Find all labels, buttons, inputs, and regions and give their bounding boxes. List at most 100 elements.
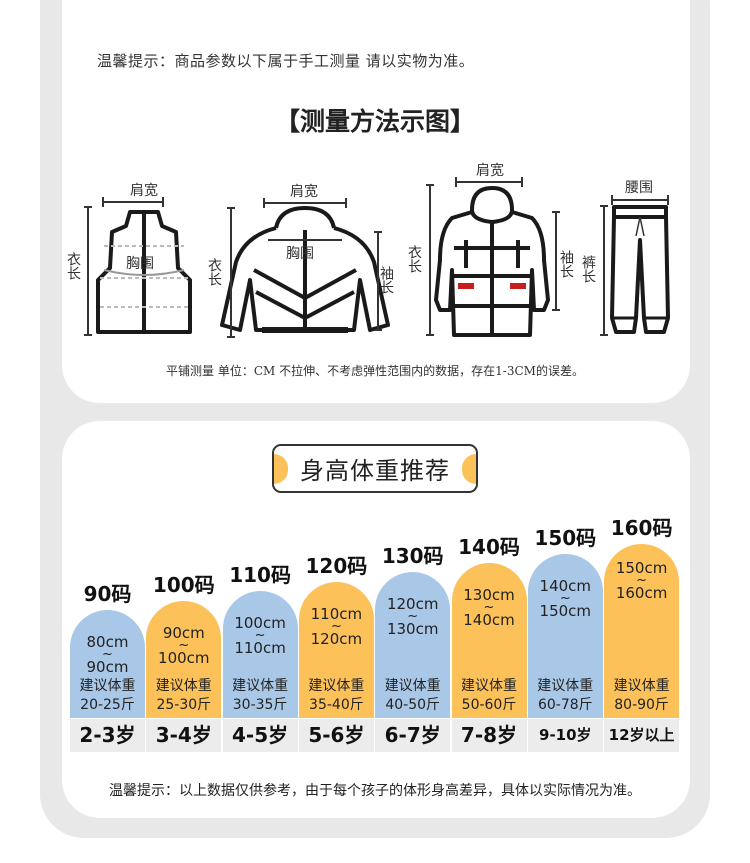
long-coat-icon bbox=[434, 186, 550, 337]
height-to: 150cm bbox=[539, 601, 592, 620]
pants-length-label: 裤长 bbox=[580, 255, 596, 283]
weight-label: 建议体重 bbox=[232, 678, 289, 694]
vest-shoulder-label: 肩宽 bbox=[130, 182, 158, 199]
height-to: 100cm bbox=[158, 648, 210, 667]
size-column: 110码 100cm ~ 110cm 建议体重 30-35斤 4-5岁 bbox=[221, 500, 300, 752]
height-to: 120cm bbox=[310, 629, 363, 648]
height-arch bbox=[146, 600, 222, 718]
vest-icon bbox=[96, 210, 192, 334]
height-tilde: ~ bbox=[254, 628, 266, 644]
height-range: 130cm ~ 140cm bbox=[452, 587, 527, 629]
weight-value: 80-90斤 bbox=[614, 697, 669, 713]
height-from: 150cm bbox=[615, 559, 668, 578]
height-from: 100cm bbox=[234, 614, 286, 633]
weight-value: 25-30斤 bbox=[156, 697, 212, 713]
weight-value: 35-40斤 bbox=[309, 697, 364, 713]
weight-value: 30-35斤 bbox=[232, 697, 288, 713]
height-from: 90cm bbox=[162, 623, 205, 642]
bottom-tip: 温馨提示：以上数据仅供参考，由于每个孩子的体形身高差异，具体以实际情况为准。 bbox=[109, 783, 641, 799]
height-from: 110cm bbox=[310, 604, 363, 623]
size-chart: 90码 80cm ~ 90cm 建议体重 20-25斤 2-3岁 100码 90c… bbox=[70, 500, 681, 752]
weight-label: 建议体重 bbox=[79, 678, 136, 694]
height-from: 140cm bbox=[539, 576, 592, 595]
age-cell: 5-6岁 bbox=[298, 719, 374, 752]
height-to: 90cm bbox=[86, 658, 129, 676]
vest-chest-label: 胸围 bbox=[126, 256, 154, 272]
size-column: 150码 140cm ~ 150cm 建议体重 60-78斤 9-10岁 bbox=[526, 500, 605, 752]
size-column: 130码 120cm ~ 130cm 建议体重 40-50斤 6-7岁 bbox=[373, 500, 452, 752]
size-column: 120码 110cm ~ 120cm 建议体重 35-40斤 5-6岁 bbox=[297, 500, 376, 752]
height-range: 120cm ~ 130cm bbox=[375, 596, 450, 638]
hooded-jacket-icon bbox=[220, 206, 390, 333]
height-tilde: ~ bbox=[178, 637, 190, 653]
weight-range: 建议体重 35-40斤 bbox=[297, 677, 376, 715]
weight-label: 建议体重 bbox=[384, 678, 441, 694]
height-tilde: ~ bbox=[330, 618, 342, 634]
height-arch bbox=[604, 544, 680, 718]
size-label: 130码 bbox=[381, 544, 444, 569]
age-cell: 12岁以上 bbox=[604, 719, 680, 752]
height-range: 80cm ~ 90cm bbox=[70, 634, 145, 676]
size-label: 120码 bbox=[305, 553, 368, 578]
weight-value: 40-50斤 bbox=[385, 697, 441, 713]
weight-label: 建议体重 bbox=[537, 678, 594, 694]
height-to: 140cm bbox=[463, 611, 515, 629]
height-arch bbox=[451, 563, 527, 718]
age-cell: 9-10岁 bbox=[527, 719, 603, 752]
weight-label: 建议体重 bbox=[613, 678, 670, 694]
height-range: 140cm ~ 150cm bbox=[528, 576, 603, 620]
measure-note: 平铺测量 单位：CM 不拉伸、不考虑弹性范围内的数据，存在1-3CM的误差。 bbox=[166, 364, 584, 378]
age-cell: 2-3岁 bbox=[70, 719, 145, 752]
size-column: 90码 80cm ~ 90cm 建议体重 20-25斤 2-3岁 bbox=[70, 500, 145, 752]
size-column: 140码 130cm ~ 140cm 建议体重 50-60斤 7-8岁 bbox=[450, 500, 529, 752]
measure-title: 【测量方法示图】 bbox=[274, 107, 475, 136]
height-range: 100cm ~ 110cm bbox=[223, 615, 298, 657]
size-label: 90码 bbox=[83, 582, 132, 606]
weight-range: 建议体重 20-25斤 bbox=[68, 677, 147, 715]
height-arch bbox=[527, 553, 603, 718]
height-tilde: ~ bbox=[407, 609, 419, 625]
height-arch bbox=[298, 581, 374, 718]
vest-length-label: 衣长 bbox=[65, 252, 81, 280]
height-arch bbox=[375, 572, 451, 718]
size-column: 160码 150cm ~ 160cm 建议体重 80-90斤 12岁以上 bbox=[602, 500, 681, 752]
weight-range: 建议体重 60-78斤 bbox=[526, 677, 605, 715]
coat-pocket-left bbox=[458, 283, 474, 289]
height-to: 130cm bbox=[386, 620, 439, 639]
height-from: 130cm bbox=[463, 586, 515, 604]
size-label: 160码 bbox=[610, 516, 673, 541]
pants-icon bbox=[610, 205, 670, 334]
weight-range: 建议体重 40-50斤 bbox=[373, 677, 452, 715]
measurement-diagrams: 肩宽 胸围 衣长 肩宽 胸围 衣长 袖长 肩宽 衣长 袖长 腰围 裤长 bbox=[65, 162, 670, 338]
weight-label: 建议体重 bbox=[155, 678, 212, 694]
age-cell: 7-8岁 bbox=[451, 719, 527, 752]
height-range: 110cm ~ 120cm bbox=[299, 604, 374, 648]
size-label: 140码 bbox=[458, 535, 520, 559]
coat-sleeve-label: 袖长 bbox=[558, 250, 574, 278]
size-label: 100码 bbox=[152, 572, 215, 597]
badge-accent-right bbox=[462, 454, 476, 484]
weight-range: 建议体重 80-90斤 bbox=[602, 677, 681, 715]
recommend-title-badge: 身高体重推荐 bbox=[272, 444, 478, 493]
jacket-length-label: 衣长 bbox=[206, 258, 222, 286]
height-tilde: ~ bbox=[102, 647, 113, 662]
height-from: 120cm bbox=[386, 595, 439, 614]
jacket-shoulder-label: 肩宽 bbox=[290, 183, 318, 200]
age-cell: 6-7岁 bbox=[375, 719, 451, 752]
height-range: 90cm ~ 100cm bbox=[146, 623, 221, 667]
weight-label: 建议体重 bbox=[308, 678, 365, 694]
measurement-panel bbox=[62, 0, 690, 403]
size-label: 150码 bbox=[534, 525, 597, 550]
weight-range: 建议体重 30-35斤 bbox=[221, 677, 300, 715]
height-tilde: ~ bbox=[483, 600, 495, 615]
height-tilde: ~ bbox=[559, 590, 571, 606]
height-arch bbox=[222, 591, 298, 718]
coat-length-label: 衣长 bbox=[406, 245, 422, 273]
age-cell: 3-4岁 bbox=[146, 719, 222, 752]
badge-accent-left bbox=[274, 454, 288, 484]
coat-pocket-right bbox=[510, 283, 526, 289]
weight-range: 建议体重 50-60斤 bbox=[450, 677, 529, 715]
weight-value: 60-78斤 bbox=[537, 697, 593, 713]
jacket-sleeve-label: 袖长 bbox=[378, 266, 394, 294]
height-from: 80cm bbox=[86, 633, 129, 651]
